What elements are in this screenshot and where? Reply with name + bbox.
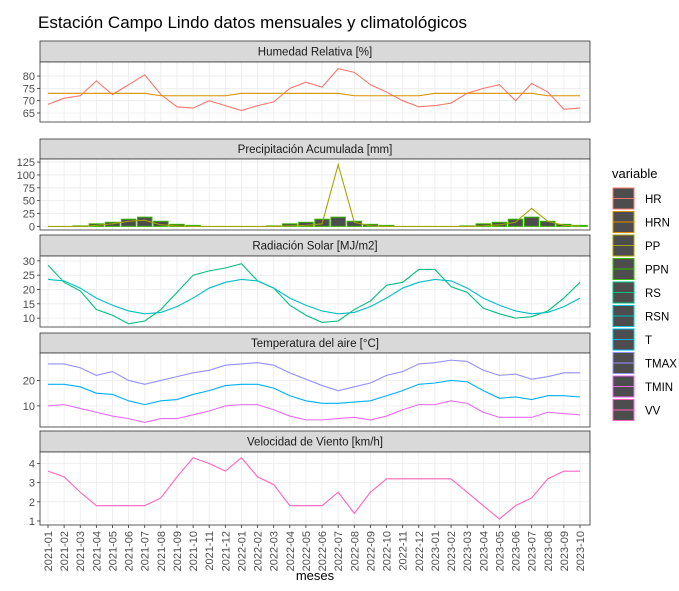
- y-tick-label: 15: [23, 299, 35, 311]
- x-tick-label: 2022-12: [414, 531, 426, 571]
- x-tick-label: 2022-11: [398, 531, 410, 571]
- chart-title: Estación Campo Lindo datos mensuales y c…: [38, 13, 467, 32]
- panel-border: [39, 451, 591, 526]
- legend-label: TMAX: [645, 359, 677, 371]
- x-tick-label: 2021-07: [140, 531, 152, 571]
- x-axis-label: meses: [296, 568, 335, 583]
- x-tick-label: 2021-11: [204, 531, 216, 571]
- x-tick-label: 2021-09: [172, 531, 184, 571]
- legend-label: HRN: [645, 218, 670, 230]
- line: [48, 359, 580, 392]
- legend-label: VV: [645, 406, 661, 418]
- x-tick-label: 2023-03: [462, 531, 474, 571]
- x-tick-label: 2021-08: [156, 531, 168, 571]
- y-tick-label: 10: [23, 401, 35, 413]
- x-tick-label: 2023-09: [559, 531, 571, 571]
- panel-title: Humedad Relativa [%]: [258, 47, 372, 59]
- y-tick-label: 75: [23, 183, 35, 195]
- line: [47, 68, 581, 112]
- panel-background: [40, 62, 590, 122]
- panel-border: [39, 255, 591, 328]
- line: [47, 400, 581, 423]
- x-tick-label: 2022-03: [269, 531, 281, 571]
- x-tick-label: 2021-03: [75, 531, 87, 571]
- y-tick-label: 1: [29, 516, 35, 528]
- x-tick-label: 2022-02: [253, 531, 265, 571]
- panel-background: [40, 256, 590, 327]
- x-tick-label: 2021-10: [188, 531, 200, 571]
- x-tick-label: 2022-05: [301, 531, 313, 571]
- y-tick-label: 80: [23, 71, 35, 83]
- y-tick-label: 125: [17, 157, 35, 169]
- y-tick-label: 2: [29, 497, 35, 509]
- panel-background: [40, 353, 590, 427]
- y-tick-label: 20: [23, 375, 35, 387]
- panel-title: Precipitación Acumulada [mm]: [238, 144, 393, 156]
- x-tick-label: 2021-06: [124, 531, 136, 571]
- x-tick-label: 2021-12: [220, 531, 232, 571]
- y-tick-label: 65: [23, 108, 35, 120]
- legend-label: PP: [645, 241, 661, 253]
- y-tick-label: 0: [29, 221, 35, 233]
- x-tick-label: 2022-01: [236, 531, 248, 571]
- bar: [153, 220, 169, 227]
- y-tick-label: 10: [23, 313, 35, 325]
- x-tick-label: 2023-02: [446, 531, 458, 571]
- legend-label: TMIN: [645, 382, 673, 394]
- y-tick-label: 3: [29, 478, 35, 490]
- x-tick-label: 2022-10: [382, 531, 394, 571]
- y-tick-label: 50: [23, 196, 35, 208]
- legend-label: T: [645, 335, 652, 347]
- x-tick-label: 2023-01: [430, 531, 442, 571]
- bar: [120, 218, 137, 227]
- y-tick-label: 25: [23, 209, 35, 221]
- x-tick-label: 2022-08: [349, 531, 361, 571]
- line: [47, 278, 581, 315]
- panel-title: Radiación Solar [MJ/m2]: [252, 241, 377, 253]
- bar: [523, 216, 540, 227]
- y-tick-label: 25: [23, 270, 35, 282]
- panel-background: [40, 452, 590, 525]
- legend-label: RS: [645, 288, 661, 300]
- line: [48, 379, 581, 406]
- x-tick-label: 2022-07: [333, 531, 345, 571]
- legend-label: HR: [645, 194, 662, 206]
- legend-label: PPN: [645, 265, 669, 277]
- y-tick-label: 4: [29, 458, 35, 470]
- x-tick-label: 2023-07: [527, 531, 539, 571]
- x-tick-label: 2021-05: [107, 531, 119, 571]
- x-tick-label: 2022-04: [285, 531, 297, 571]
- line: [47, 456, 580, 520]
- panel-title: Velocidad de Viento [km/h]: [247, 437, 383, 449]
- x-tick-label: 2021-01: [43, 531, 55, 571]
- x-tick-label: 2023-06: [511, 531, 523, 571]
- y-tick-label: 100: [17, 170, 35, 182]
- x-tick-label: 2023-05: [494, 531, 506, 571]
- panel-background: [40, 159, 590, 230]
- x-tick-label: 2022-09: [365, 531, 377, 571]
- x-tick-label: 2021-04: [91, 531, 103, 571]
- legend-label: RSN: [645, 312, 669, 324]
- y-tick-label: 70: [23, 96, 35, 108]
- y-tick-label: 75: [23, 83, 35, 95]
- panel-border: [39, 61, 591, 123]
- panel-border: [39, 352, 591, 428]
- x-tick-label: 2022-06: [317, 531, 329, 571]
- legend-title: variable: [612, 166, 658, 181]
- y-tick-label: 30: [23, 256, 35, 268]
- panel-border: [39, 158, 591, 231]
- x-tick-label: 2021-02: [59, 531, 71, 571]
- panel-title: Temperatura del aire [°C]: [251, 338, 379, 350]
- line: [48, 92, 580, 97]
- x-tick-label: 2023-08: [543, 531, 555, 571]
- bar: [330, 216, 346, 227]
- line: [48, 162, 581, 227]
- x-tick-label: 2023-10: [575, 531, 587, 571]
- line: [47, 263, 581, 325]
- x-tick-label: 2023-04: [478, 531, 490, 571]
- y-tick-label: 20: [23, 284, 35, 296]
